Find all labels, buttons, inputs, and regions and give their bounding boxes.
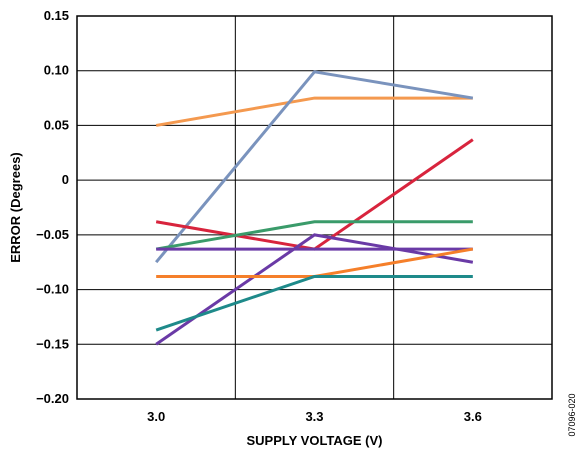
series-lines: [155, 70, 474, 346]
figure-code: 07096-020: [567, 393, 577, 436]
x-tick-label: 3.3: [305, 409, 323, 424]
x-tick-label: 3.6: [464, 409, 482, 424]
series-line-1: [155, 96, 473, 127]
y-tick-label: −0.20: [36, 391, 69, 406]
plot-frame: [76, 15, 553, 400]
y-tick-labels: 0.15 0.10 0.05 0 −0.05 −0.10 −0.15 −0.20: [36, 8, 69, 406]
x-tick-label: 3.0: [147, 409, 165, 424]
y-axis-title: ERROR (Degrees): [8, 152, 23, 263]
y-tick-label: −0.15: [36, 336, 69, 351]
series-line-3: [155, 138, 474, 251]
series-line-6: [155, 233, 474, 346]
y-tick-label: 0.05: [44, 117, 69, 132]
y-tick-label: −0.05: [36, 227, 69, 242]
y-tick-label: −0.10: [36, 282, 69, 297]
y-tick-label: 0: [62, 172, 69, 187]
y-tick-label: 0.10: [44, 63, 69, 78]
series-line-2: [155, 70, 474, 264]
x-tick-labels: 3.0 3.3 3.6: [147, 409, 482, 424]
x-axis-title: SUPPLY VOLTAGE (V): [246, 433, 382, 448]
y-tick-label: 0.15: [44, 8, 69, 23]
series-line-4: [155, 220, 473, 251]
series-line-8: [155, 274, 473, 332]
